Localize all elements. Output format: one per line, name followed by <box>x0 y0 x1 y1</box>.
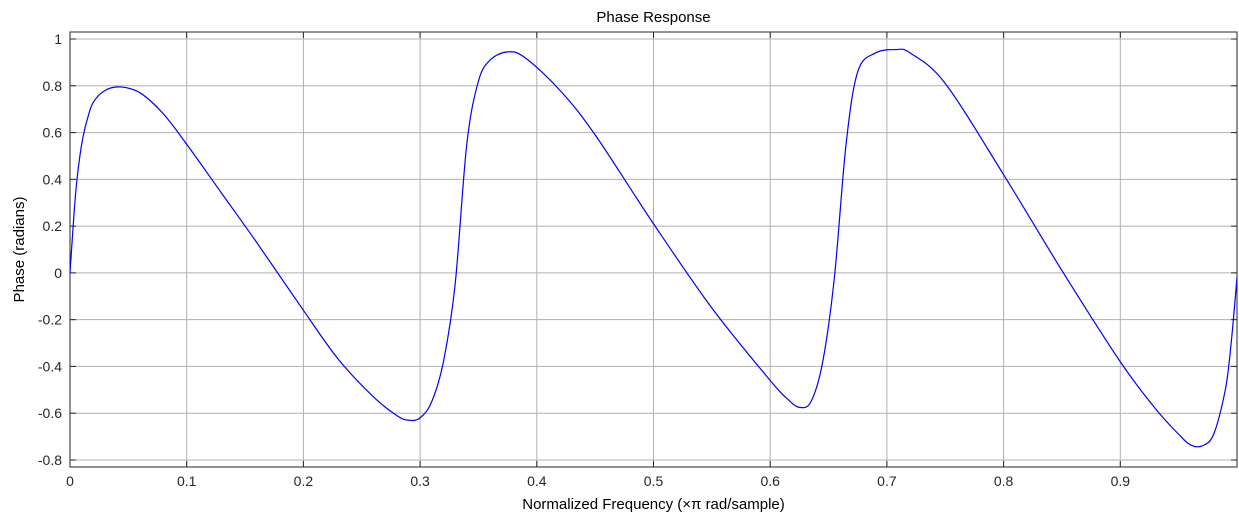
y-tick-label: 0.8 <box>43 78 63 94</box>
y-tick-label: 0.2 <box>43 218 63 234</box>
x-tick-label: 0.1 <box>177 473 197 489</box>
x-tick-label: 0 <box>66 473 74 489</box>
y-axis-title: Phase (radians) <box>11 197 28 303</box>
y-tick-label: -0.6 <box>38 405 62 421</box>
y-tick-label: 1 <box>54 31 62 47</box>
x-tick-label: 0.7 <box>877 473 897 489</box>
y-tick-label: -0.8 <box>38 452 62 468</box>
tick-marks <box>69 32 1237 467</box>
y-tick-label: 0.6 <box>43 125 63 141</box>
x-axis-title: Normalized Frequency (×π rad/sample) <box>522 496 785 513</box>
x-tick-label: 0.5 <box>644 473 664 489</box>
x-tick-label: 0.3 <box>410 473 430 489</box>
grid <box>70 32 1237 467</box>
y-tick-label: 0 <box>54 265 62 281</box>
x-tick-label: 0.9 <box>1111 473 1131 489</box>
y-tick-label: 0.4 <box>43 171 63 187</box>
chart-title: Phase Response <box>596 9 710 26</box>
y-tick-label: -0.2 <box>38 312 62 328</box>
x-tick-label: 0.8 <box>994 473 1014 489</box>
y-tick-labels: -0.8 -0.6 -0.4 -0.2 0 0.2 0.4 0.6 0.8 1 <box>38 31 62 468</box>
x-tick-labels: 0 0.1 0.2 0.3 0.4 0.5 0.6 0.7 0.8 0.9 <box>66 473 1130 489</box>
y-tick-label: -0.4 <box>38 358 62 374</box>
x-tick-label: 0.6 <box>760 473 780 489</box>
phase-series-line <box>69 48 1238 448</box>
x-tick-label: 0.4 <box>527 473 547 489</box>
x-tick-label: 0.2 <box>294 473 314 489</box>
